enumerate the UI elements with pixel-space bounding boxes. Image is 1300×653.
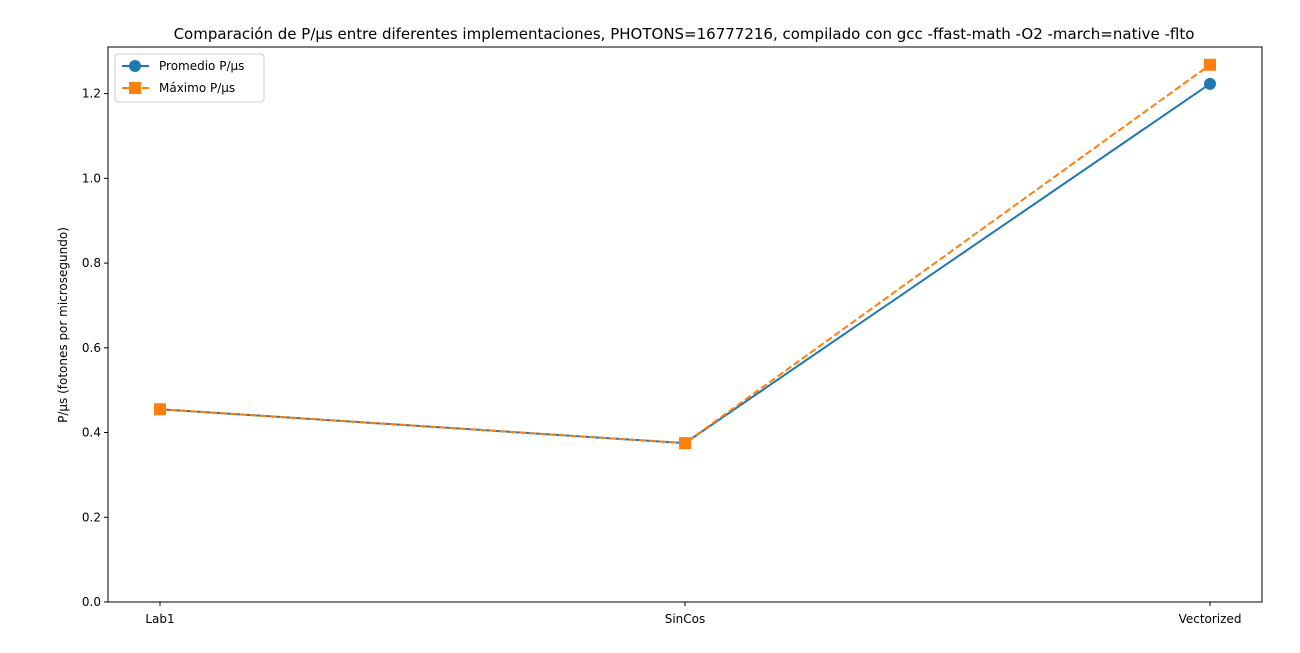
legend: Promedio P/μs Máximo P/μs bbox=[114, 53, 265, 103]
y-tick-label: 1.0 bbox=[82, 171, 101, 185]
series-line-1 bbox=[159, 63, 1211, 445]
y-tick-label: 0.6 bbox=[82, 341, 101, 355]
legend-label: Promedio P/μs bbox=[159, 59, 244, 73]
data-point bbox=[1204, 77, 1216, 90]
legend-box bbox=[114, 53, 265, 103]
series-group bbox=[154, 58, 1216, 450]
y-tick-label: 0.4 bbox=[82, 426, 101, 440]
y-tick-label: 0.0 bbox=[82, 595, 101, 609]
data-point bbox=[154, 403, 166, 416]
data-point bbox=[679, 437, 691, 450]
y-axis: 0.0 0.2 0.4 0.6 0.8 1.0 1.2 bbox=[82, 87, 108, 609]
chart-title: Comparación de P/μs entre diferentes imp… bbox=[174, 25, 1195, 43]
y-tick-label: 0.2 bbox=[82, 510, 101, 524]
x-axis: Lab1 SinCos Vectorized bbox=[145, 602, 1241, 626]
x-tick-label: Lab1 bbox=[145, 612, 174, 626]
series-line-0 bbox=[159, 83, 1211, 445]
x-tick-label: Vectorized bbox=[1179, 612, 1242, 626]
legend-marker bbox=[129, 82, 141, 94]
plot-area bbox=[107, 46, 1263, 603]
x-tick-label: SinCos bbox=[665, 612, 706, 626]
data-point bbox=[1204, 58, 1216, 71]
y-tick-label: 0.8 bbox=[82, 256, 101, 270]
y-tick-label: 1.2 bbox=[82, 87, 101, 101]
legend-label: Máximo P/μs bbox=[159, 81, 235, 95]
y-axis-label: P/μs (fotones por microsegundo) bbox=[56, 227, 70, 423]
legend-marker bbox=[129, 60, 141, 72]
